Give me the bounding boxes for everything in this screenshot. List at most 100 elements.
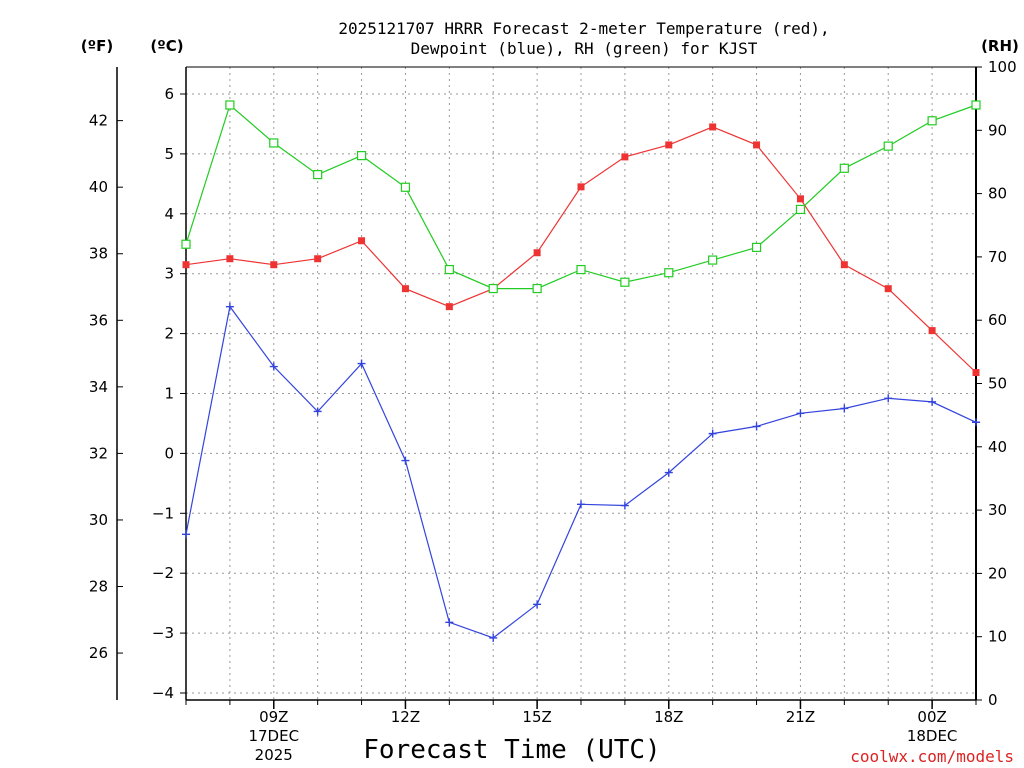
chart-title-line-1: 2025121707 HRRR Forecast 2-meter Tempera… [338,19,829,38]
x-date-label: 17DEC [248,727,299,745]
rh-tick-label: 40 [988,438,1007,456]
rh-point [664,268,674,278]
celsius-tick-label: −2 [152,564,174,582]
temperature-point [577,183,585,191]
rh-tick-label: 0 [988,691,998,709]
temperature-point [226,255,234,263]
rh-point [620,277,630,287]
rh-tick-label: 30 [988,501,1007,519]
temperature-point [840,261,848,269]
dewpoint-point [620,501,629,510]
temperature-point [665,141,673,149]
celsius-tick-label: 5 [164,145,174,163]
rh-tick-label: 100 [988,58,1017,76]
celsius-tick-label: 6 [164,85,174,103]
dewpoint-point [840,404,849,413]
rh-point [795,204,806,215]
dewpoint-point [884,394,893,403]
temperature-point [533,249,541,257]
celsius-tick-label: 4 [164,205,174,223]
fahrenheit-tick-label: 26 [89,644,108,662]
rh-tick-label: 70 [988,248,1007,266]
rh-point [225,100,235,110]
temperature-point [972,369,980,377]
temperature-point [709,123,717,131]
temperature-point [928,327,936,335]
celsius-tick-label: 2 [164,325,174,343]
temperature-point [753,141,761,149]
celsius-unit-label: (ºC) [150,37,183,55]
rh-point [883,141,893,151]
axes: −4−3−2−101234562628303234363840420102030… [89,58,1017,764]
chart-title-line-2: Dewpoint (blue), RH (green) for KJST [411,39,758,58]
temperature-point [182,261,190,269]
rh-tick-label: 80 [988,185,1007,203]
x-tick-label: 21Z [786,708,815,726]
rh-tick-label: 10 [988,628,1007,646]
credit-label: coolwx.com/models [850,747,1014,766]
x-tick-label: 18Z [654,708,683,726]
dewpoint-point [489,633,498,642]
fahrenheit-tick-label: 38 [89,245,108,263]
rh-point [181,239,191,249]
x-tick-label: 15Z [522,708,551,726]
dewpoint-point [445,618,454,627]
dewpoint-point [357,359,366,368]
dewpoint-point [533,600,542,609]
rh-tick-label: 50 [988,375,1007,393]
fahrenheit-unit-label: (ºF) [81,37,113,55]
temperature-point [314,255,322,263]
x-date-label: 18DEC [907,727,958,745]
x-tick-label: 09Z [259,708,288,726]
temperature-point [445,303,453,311]
temperature-point [270,261,278,269]
rh-unit-label: (RH) [981,37,1019,55]
celsius-tick-label: 0 [164,444,174,462]
rh-tick-label: 90 [988,121,1007,139]
rh-series [181,100,981,294]
plot-series [181,100,981,642]
rh-point [356,151,367,161]
x-tick-label: 00Z [917,708,946,726]
dewpoint-series [182,302,980,642]
rh-point [313,170,323,180]
rh-point [576,264,586,275]
rh-point [751,242,762,253]
temperature-series [182,123,980,377]
rh-point [488,283,498,294]
rh-tick-label: 60 [988,311,1007,329]
temperature-point [621,153,629,161]
rh-point [839,163,849,173]
dewpoint-point [972,418,980,427]
fahrenheit-tick-label: 30 [89,511,108,529]
temperature-point [796,195,804,203]
fahrenheit-tick-label: 34 [89,378,108,396]
rh-point [400,182,411,192]
dewpoint-point [752,422,761,431]
rh-point [444,264,454,275]
rh-point [269,138,279,148]
fahrenheit-tick-label: 40 [89,178,108,196]
fahrenheit-tick-label: 28 [89,578,108,596]
dewpoint-point [577,500,585,509]
rh-point [971,100,981,110]
temperature-point [401,285,409,293]
dewpoint-point [269,362,278,371]
celsius-tick-label: 3 [164,265,174,283]
dewpoint-point [182,530,190,539]
dewpoint-point [796,409,805,418]
dewpoint-point [313,407,322,416]
fahrenheit-tick-label: 36 [89,311,108,329]
fahrenheit-tick-label: 42 [89,112,108,130]
x-tick-label: 12Z [391,708,420,726]
dewpoint-point [401,456,410,465]
rh-point [532,283,542,294]
celsius-tick-label: −4 [152,684,174,702]
rh-tick-label: 20 [988,564,1007,582]
dewpoint-point [708,429,717,438]
dewpoint-point [928,397,937,406]
fahrenheit-tick-label: 32 [89,444,108,462]
temperature-point [358,237,366,245]
celsius-tick-label: −3 [152,624,174,642]
